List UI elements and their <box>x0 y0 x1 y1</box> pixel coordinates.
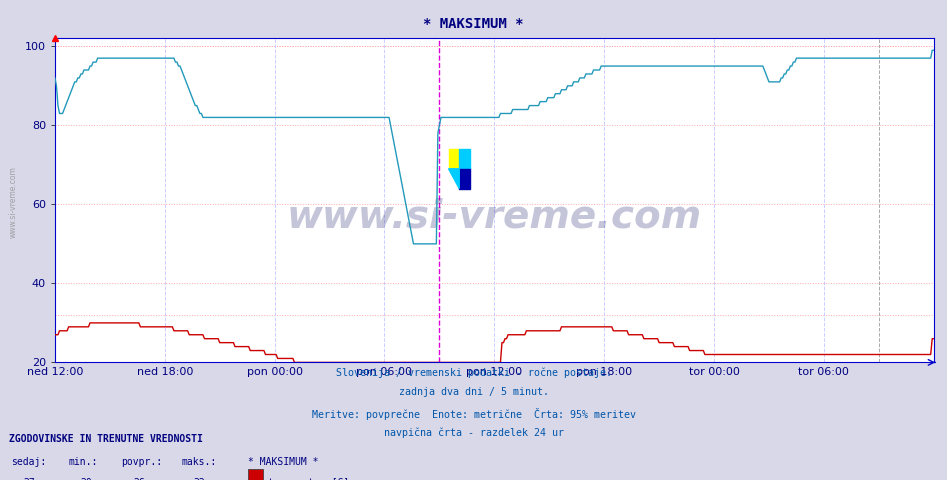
Text: povpr.:: povpr.: <box>121 457 162 468</box>
Text: 32: 32 <box>194 478 205 480</box>
Bar <box>459 149 470 169</box>
Text: * MAKSIMUM *: * MAKSIMUM * <box>248 457 318 468</box>
Text: 20: 20 <box>80 478 92 480</box>
Text: 27: 27 <box>24 478 35 480</box>
Polygon shape <box>449 169 459 189</box>
Text: www.si-vreme.com: www.si-vreme.com <box>9 166 18 238</box>
Text: navpična črta - razdelek 24 ur: navpična črta - razdelek 24 ur <box>384 428 563 438</box>
Text: sedaj:: sedaj: <box>11 457 46 468</box>
Text: www.si-vreme.com: www.si-vreme.com <box>287 198 702 236</box>
Bar <box>449 149 459 169</box>
Text: temperatura[C]: temperatura[C] <box>267 478 349 480</box>
Text: * MAKSIMUM *: * MAKSIMUM * <box>423 17 524 31</box>
Text: zadnja dva dni / 5 minut.: zadnja dva dni / 5 minut. <box>399 387 548 397</box>
Text: Slovenija / vremenski podatki - ročne postaje.: Slovenija / vremenski podatki - ročne po… <box>335 367 612 378</box>
Text: ZGODOVINSKE IN TRENUTNE VREDNOSTI: ZGODOVINSKE IN TRENUTNE VREDNOSTI <box>9 434 204 444</box>
Text: maks.:: maks.: <box>182 457 217 468</box>
Bar <box>459 169 470 189</box>
Text: Meritve: povprečne  Enote: metrične  Črta: 95% meritev: Meritve: povprečne Enote: metrične Črta:… <box>312 408 635 420</box>
Text: 26: 26 <box>134 478 145 480</box>
Text: min.:: min.: <box>68 457 98 468</box>
